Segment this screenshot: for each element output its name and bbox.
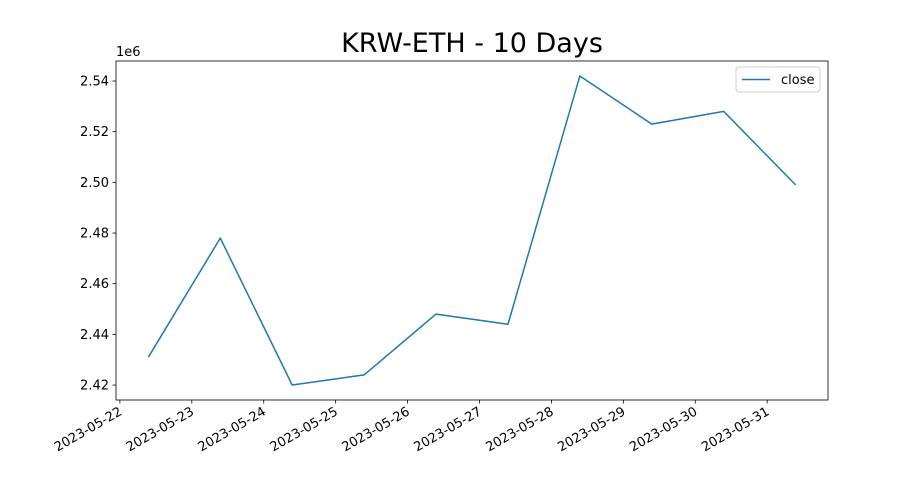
chart-title: KRW-ETH - 10 Days bbox=[341, 28, 603, 59]
line bbox=[147, 75, 797, 386]
legend-box bbox=[735, 66, 821, 93]
y-offset-label: 1e6 bbox=[116, 45, 141, 60]
axes-frame bbox=[115, 60, 829, 401]
y-tick-label: 2.44 bbox=[80, 328, 109, 343]
y-tick-label: 2.54 bbox=[80, 75, 109, 90]
y-tick-label: 2.42 bbox=[80, 379, 109, 394]
y-tick-label: 2.48 bbox=[80, 227, 109, 242]
y-tick-label: 2.46 bbox=[80, 277, 109, 292]
y-tick-label: 2.50 bbox=[80, 176, 109, 191]
legend-label: close bbox=[781, 73, 814, 88]
y-tick-label: 2.52 bbox=[80, 125, 109, 140]
